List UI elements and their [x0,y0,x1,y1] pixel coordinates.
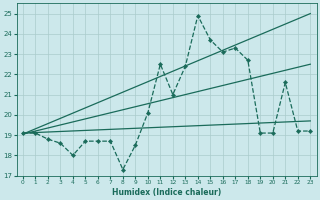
X-axis label: Humidex (Indice chaleur): Humidex (Indice chaleur) [112,188,221,197]
